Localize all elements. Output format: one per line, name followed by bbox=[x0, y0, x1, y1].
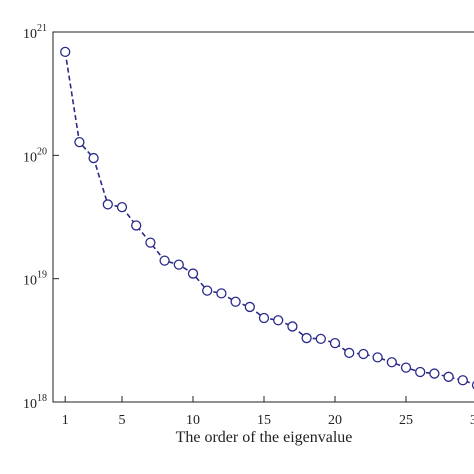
data-point bbox=[216, 288, 227, 299]
data-point bbox=[273, 315, 284, 326]
data-point bbox=[287, 321, 298, 332]
series-line bbox=[64, 51, 474, 385]
x-tick-label: 20 bbox=[328, 413, 342, 428]
data-point bbox=[443, 371, 454, 382]
y-tick-label: 1018 bbox=[23, 393, 47, 412]
data-point bbox=[429, 368, 440, 379]
data-point bbox=[102, 199, 113, 210]
x-tick-label: 1 bbox=[62, 413, 69, 428]
data-point bbox=[60, 46, 71, 58]
data-point bbox=[344, 347, 355, 359]
data-point bbox=[202, 285, 213, 296]
data-point bbox=[358, 348, 369, 360]
data-point bbox=[244, 301, 255, 313]
data-point bbox=[159, 255, 170, 266]
x-tick-label: 15 bbox=[257, 413, 271, 428]
data-point bbox=[173, 259, 184, 270]
data-point bbox=[74, 136, 85, 148]
data-point bbox=[329, 338, 341, 349]
data-point bbox=[145, 237, 156, 248]
y-tick-label: 1021 bbox=[23, 23, 47, 42]
data-point bbox=[372, 352, 383, 363]
data-point bbox=[400, 362, 412, 373]
x-tick-label: 30 bbox=[470, 413, 474, 428]
plot-frame bbox=[52, 31, 474, 403]
data-point bbox=[230, 296, 241, 307]
data-point bbox=[415, 366, 426, 378]
data-point bbox=[131, 220, 142, 231]
data-point bbox=[386, 357, 397, 368]
x-tick-label: 5 bbox=[119, 413, 126, 428]
x-tick-label: 25 bbox=[399, 413, 413, 428]
data-point bbox=[457, 375, 468, 386]
data-point bbox=[301, 332, 312, 344]
data-point bbox=[258, 312, 270, 324]
data-point bbox=[187, 268, 199, 279]
data-point bbox=[88, 152, 99, 164]
data-point bbox=[315, 333, 326, 345]
y-tick-label: 1020 bbox=[23, 146, 47, 165]
y-tick-label: 1019 bbox=[23, 270, 47, 289]
x-tick-label: 10 bbox=[186, 413, 200, 428]
x-axis-label: The order of the eigenvalue bbox=[176, 429, 353, 446]
data-point bbox=[116, 202, 128, 213]
